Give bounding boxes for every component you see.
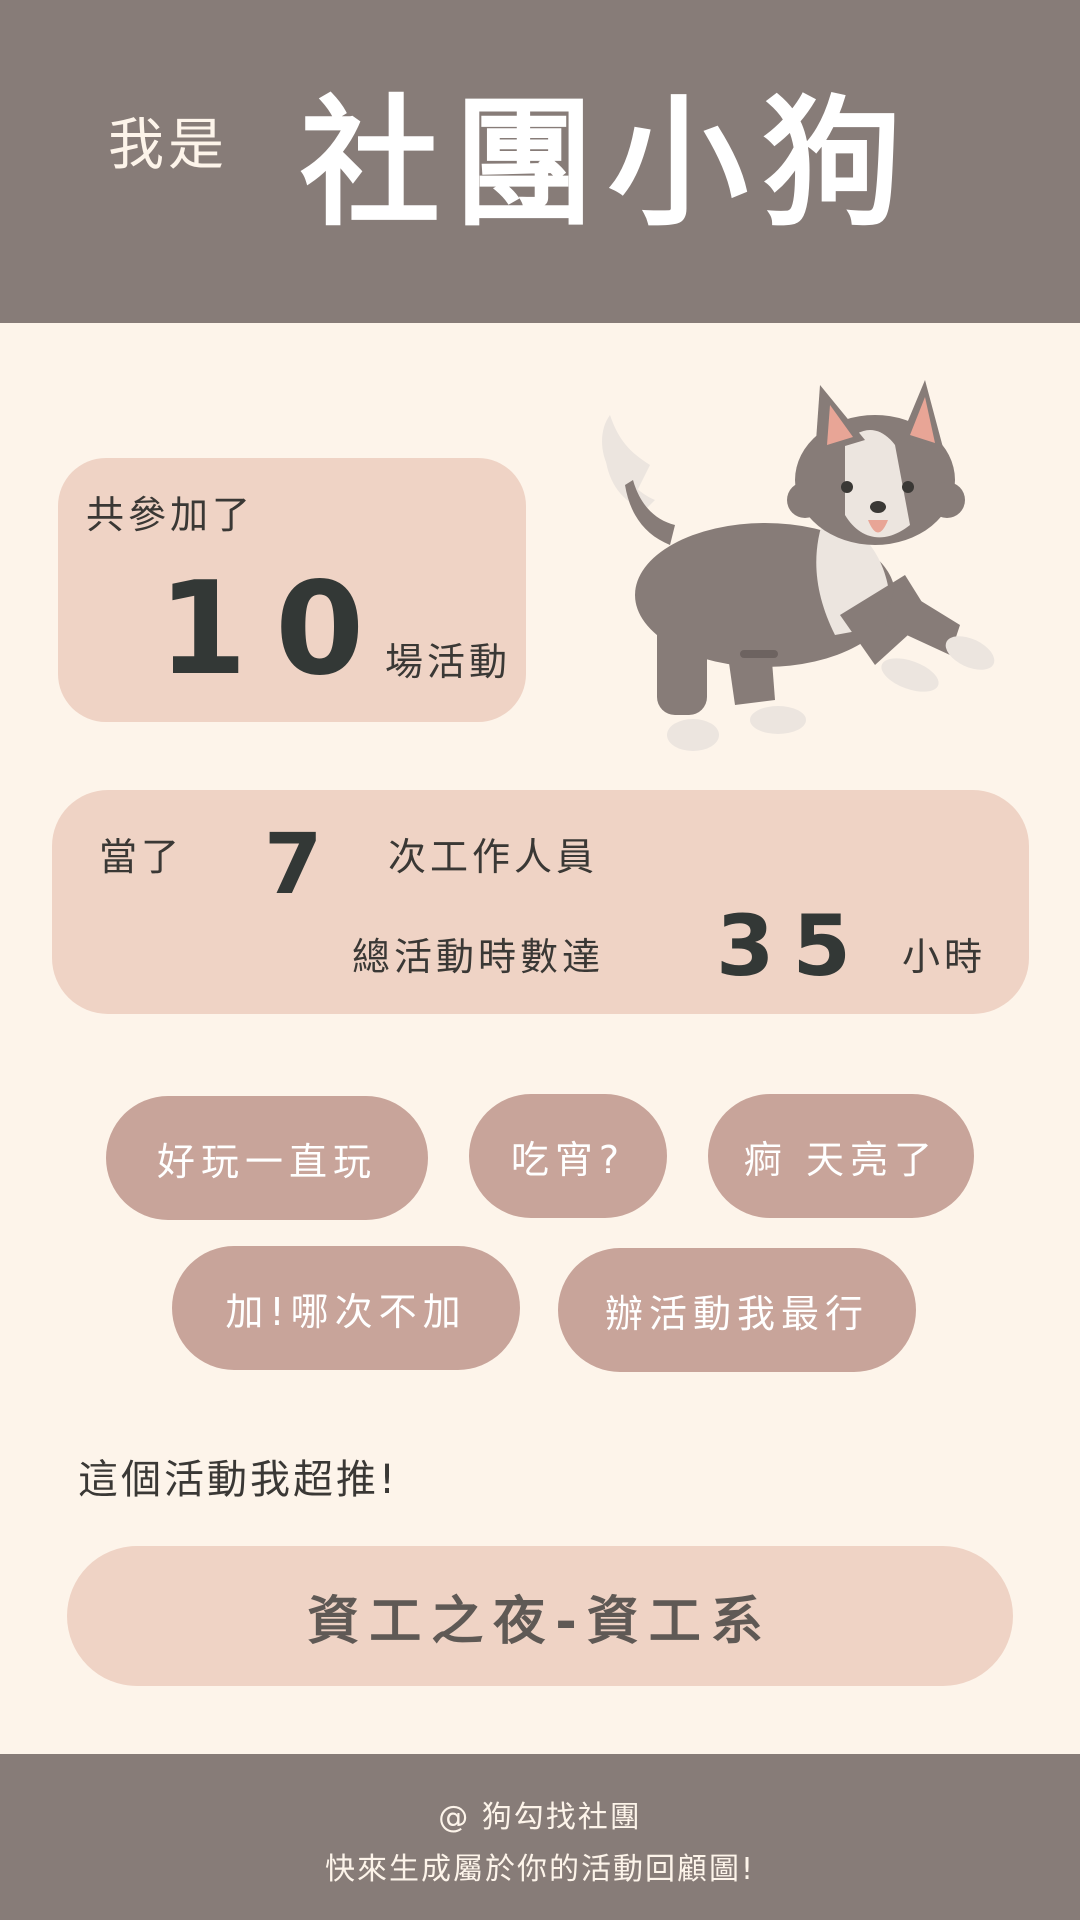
tag-3: 痾 天亮了	[708, 1094, 974, 1218]
recommend-activity-name: 資工之夜-資工系	[307, 1591, 773, 1652]
tag-2: 吃宵?	[469, 1094, 667, 1218]
recommend-card: 資工之夜-資工系	[67, 1546, 1013, 1686]
hours-unit: 小時	[902, 935, 987, 979]
footer-handle: @ 狗勾找社團	[438, 1800, 642, 1835]
hours-count: 35	[716, 897, 869, 995]
tag-5: 辦活動我最行	[558, 1248, 916, 1372]
events-card: 共參加了 10 場活動	[58, 458, 526, 722]
events-label: 共參加了	[86, 493, 255, 537]
dog-illustration	[602, 380, 995, 751]
events-count: 10	[158, 555, 393, 704]
recommend-label: 這個活動我超推!	[78, 1457, 399, 1503]
header-prefix: 我是	[108, 113, 228, 178]
hours-label: 總活動時數達	[352, 935, 605, 979]
header-banner: 我是 社團小狗	[0, 0, 1080, 323]
page-title: 社團小狗	[300, 83, 917, 246]
staff-card: 當了 7 次工作人員 總活動時數達 35 小時	[52, 790, 1029, 1014]
events-unit: 場活動	[385, 640, 512, 684]
staff-prefix: 當了	[99, 835, 184, 879]
tag-1: 好玩一直玩	[106, 1096, 428, 1220]
staff-suffix: 次工作人員	[388, 835, 599, 879]
staff-count: 7	[264, 815, 323, 913]
footer-tagline: 快來生成屬於你的活動回顧圖!	[324, 1852, 756, 1887]
footer: @ 狗勾找社團 快來生成屬於你的活動回顧圖!	[0, 1754, 1080, 1920]
tag-4: 加!哪次不加	[172, 1246, 520, 1370]
